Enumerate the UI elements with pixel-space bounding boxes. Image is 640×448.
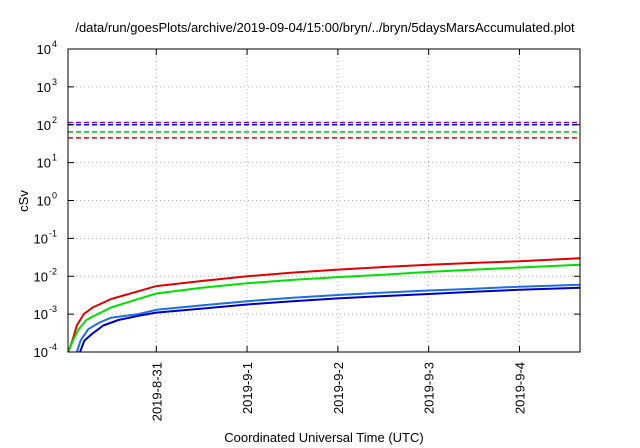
y-tick-exponent: 2 (52, 115, 57, 125)
y-tick-label: 103 (37, 77, 57, 95)
x-tick-label: 2019-9-4 (512, 362, 527, 414)
series-line (67, 257, 581, 353)
y-tick-exponent: 3 (52, 77, 57, 87)
y-tick-label: 101 (37, 153, 57, 171)
y-tick-label: 10-3 (34, 304, 57, 322)
y-tick-exponent: -3 (49, 304, 57, 314)
series-line (75, 283, 581, 353)
series-line (79, 286, 581, 353)
y-tick-exponent: -1 (49, 228, 57, 238)
y-tick-exponent: -4 (49, 342, 57, 352)
x-tick-label: 2019-9-2 (331, 362, 346, 414)
y-tick-exponent: -2 (49, 266, 57, 276)
x-axis-label: Coordinated Universal Time (UTC) (224, 430, 423, 445)
x-tick-label: 2019-9-3 (422, 362, 437, 414)
y-tick-exponent: 4 (52, 39, 57, 49)
series-lines (67, 257, 581, 353)
y-tick-exponent: 0 (52, 191, 57, 201)
x-tick-label: 2019-9-1 (240, 362, 255, 414)
y-tick-label: 10-1 (34, 228, 57, 246)
grid (68, 49, 580, 352)
y-tick-exponent: 1 (52, 153, 57, 163)
threshold-lines (68, 121, 580, 139)
y-axis-label: cSv (16, 190, 31, 212)
x-axis: 2019-8-31 2019-9-1 2019-9-2 2019-9-3 2019-9-… (149, 49, 527, 421)
chart-title: /data/run/goesPlots/archive/2019-09-04/1… (75, 20, 575, 35)
y-tick-label: 10-4 (34, 342, 57, 360)
series-line (67, 263, 581, 353)
y-tick-label: 100 (37, 191, 57, 209)
y-tick-label: 10-2 (34, 266, 57, 284)
x-tick-label: 2019-8-31 (149, 362, 164, 421)
y-tick-label: 102 (37, 115, 57, 133)
y-tick-label: 104 (37, 39, 57, 57)
